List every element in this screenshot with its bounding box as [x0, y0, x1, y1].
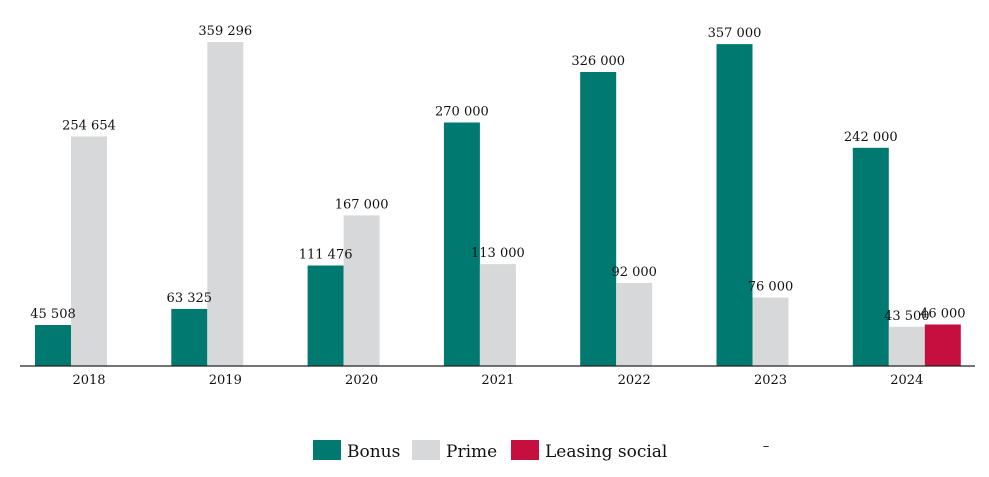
value-label-prime-2020: 167 000 — [335, 197, 389, 212]
x-tick-2018: 2018 — [72, 373, 105, 388]
value-label-prime-2024: 43 500 — [884, 309, 930, 324]
bar-prime-2023 — [752, 297, 789, 366]
bar-bonus-2019 — [171, 308, 208, 366]
legend-extra-mark: – — [763, 439, 770, 454]
value-label-bonus-2021: 270 000 — [435, 105, 489, 120]
bar-bonus-2022 — [580, 72, 617, 366]
value-label-bonus-2020: 111 476 — [299, 248, 353, 263]
legend-label-bonus: Bonus — [347, 442, 400, 462]
bar-prime-2020 — [343, 215, 380, 366]
value-label-prime-2021: 113 000 — [471, 246, 525, 261]
bar-prime-2021 — [479, 264, 516, 366]
value-label-prime-2023: 76 000 — [748, 280, 794, 295]
bar-bonus-2024 — [852, 147, 889, 366]
value-label-prime-2022: 92 000 — [611, 265, 657, 280]
legend-label-prime: Prime — [446, 442, 497, 462]
bar-prime-2019 — [207, 42, 244, 366]
bar-prime-2024 — [888, 326, 925, 366]
value-label-bonus-2024: 242 000 — [844, 130, 898, 145]
x-tick-2020: 2020 — [345, 373, 378, 388]
bar-bonus-2020 — [307, 265, 344, 366]
x-tick-2021: 2021 — [481, 373, 514, 388]
bar-prime-2022 — [616, 283, 653, 366]
legend-swatch-prime — [412, 440, 440, 460]
value-label-bonus-2022: 326 000 — [571, 54, 625, 69]
value-labels-layer: 45 508 254 654 63 325 359 296 111 476 167 000… — [30, 24, 965, 324]
legend-swatch-leasing-social — [511, 440, 539, 460]
bar-prime-2018 — [71, 136, 107, 366]
value-label-bonus-2018: 45 508 — [30, 307, 76, 322]
bar-bonus-2023 — [716, 44, 753, 366]
value-label-bonus-2023: 357 000 — [708, 26, 762, 41]
bars-layer — [35, 42, 961, 366]
legend: Bonus Prime Leasing social — [313, 440, 667, 462]
bar-bonus-2021 — [443, 122, 480, 366]
x-tick-labels: 2018 2019 2020 2021 2022 2023 2024 — [72, 373, 923, 388]
value-label-leasing-social-2024: 46 000 — [920, 307, 966, 322]
x-tick-2022: 2022 — [618, 373, 651, 388]
legend-swatch-bonus — [313, 440, 341, 460]
value-label-prime-2018: 254 654 — [62, 118, 116, 133]
x-tick-2023: 2023 — [754, 373, 787, 388]
value-label-prime-2019: 359 296 — [198, 24, 252, 39]
value-label-bonus-2019: 63 325 — [167, 291, 213, 306]
bar-leasing-social-2024 — [924, 324, 961, 366]
legend-label-leasing-social: Leasing social — [545, 442, 667, 462]
x-tick-2019: 2019 — [209, 373, 242, 388]
x-tick-2024: 2024 — [890, 373, 923, 388]
bar-bonus-2018 — [35, 325, 71, 366]
